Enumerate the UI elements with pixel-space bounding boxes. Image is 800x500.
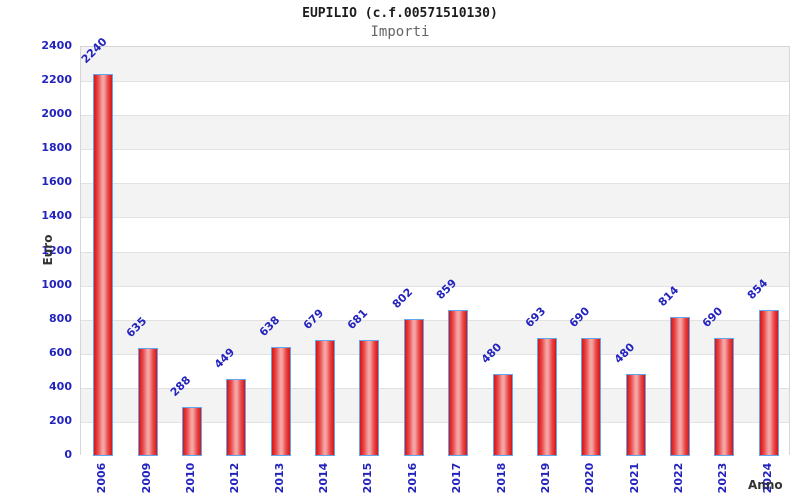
x-tick-label: 2018 (494, 462, 508, 494)
gridline (81, 251, 789, 253)
background-band (81, 47, 789, 82)
gridline (81, 115, 789, 117)
bar-2014 (315, 340, 336, 456)
x-tick-label: 2023 (716, 462, 730, 494)
gridline (81, 183, 789, 185)
bar-2017 (448, 309, 469, 456)
x-tick-label: 2012 (228, 462, 242, 494)
gridline (81, 319, 789, 321)
bar-2016 (403, 319, 424, 456)
y-tick-label: 2000 (41, 107, 72, 121)
x-tick-label: 2019 (538, 462, 552, 494)
y-tick-label: 800 (49, 311, 72, 325)
bar-2019 (536, 337, 557, 456)
y-tick-label: 0 (64, 448, 72, 461)
bar-2024 (758, 310, 779, 456)
x-tick-label: 2016 (405, 462, 419, 494)
y-tick-label: 2200 (41, 73, 72, 87)
gridline (81, 285, 789, 287)
chart-title: EUPILIO (c.f.00571510130) (302, 6, 498, 21)
gridline (81, 149, 789, 151)
background-band (81, 115, 789, 150)
gridline (81, 353, 789, 355)
x-tick-label: 2006 (95, 462, 109, 494)
y-tick-label: 1200 (41, 243, 72, 257)
background-band (81, 285, 789, 320)
y-axis-label: Euro (41, 234, 55, 266)
bar-2018 (492, 374, 513, 456)
x-tick-label: 2022 (672, 462, 686, 494)
y-tick-label: 200 (49, 413, 72, 427)
bar-2006 (93, 74, 114, 456)
y-tick-label: 600 (49, 345, 72, 359)
background-band (81, 217, 789, 252)
bar-2010 (181, 406, 202, 456)
plot-area (80, 46, 790, 456)
x-tick-label: 2015 (361, 462, 375, 494)
x-tick-label: 2010 (183, 462, 197, 494)
x-tick-label: 2020 (583, 462, 597, 494)
y-tick-label: 1800 (41, 141, 72, 155)
y-tick-label: 1600 (41, 175, 72, 189)
bar-2009 (137, 347, 158, 456)
x-tick-label: 2021 (627, 462, 641, 494)
x-tick-label: 2013 (272, 462, 286, 494)
chart-subtitle: Importi (370, 24, 430, 40)
x-axis-label: Anno (748, 478, 783, 492)
y-tick-label: 2400 (41, 39, 72, 52)
bar-2012 (226, 379, 247, 456)
x-tick-label: 2014 (317, 462, 331, 494)
gridline (81, 217, 789, 219)
background-band (81, 149, 789, 184)
x-tick-label: 2017 (450, 462, 464, 494)
y-tick-label: 1000 (41, 277, 72, 291)
background-band (81, 81, 789, 116)
bar-2013 (270, 347, 291, 456)
background-band (81, 183, 789, 218)
x-tick-label: 2009 (139, 462, 153, 494)
y-tick-label: 1400 (41, 209, 72, 223)
gridline (81, 81, 789, 83)
bar-2015 (359, 339, 380, 456)
bar-2020 (581, 338, 602, 456)
gridline (81, 387, 789, 389)
bar-2021 (625, 374, 646, 456)
background-band (81, 251, 789, 286)
bar-2023 (714, 338, 735, 456)
y-tick-label: 400 (49, 379, 72, 393)
bar-2022 (670, 317, 691, 456)
gridline (81, 421, 789, 423)
